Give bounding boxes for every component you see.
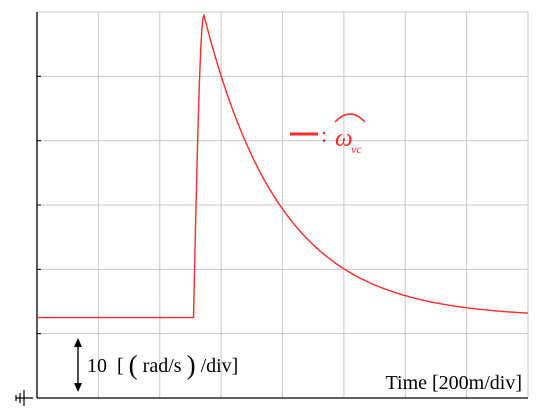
grid [37, 11, 529, 398]
y-scale-bracket: [ [117, 355, 124, 377]
y-scale-value: 10 [87, 355, 107, 377]
series-line [37, 13, 529, 319]
legend-symbol: ω [335, 125, 353, 152]
legend-symbol-subscript: vc [351, 142, 362, 156]
y-scale-paren-close: ) [187, 350, 196, 380]
tick-marks [37, 75, 41, 335]
legend-hat-accent [334, 113, 366, 123]
y-scale-tail: /div] [201, 355, 239, 377]
y-scale-unit: rad/s [143, 355, 182, 377]
y-scale-annotation: 10 [ ( rad/s ) /div] [74, 338, 238, 392]
y-scale-paren-open: ( [129, 350, 138, 380]
ground-icon [15, 390, 33, 406]
y-scale-label: 10 [ ( rad/s ) /div] [87, 350, 238, 380]
legend: : ω vc [290, 113, 366, 156]
x-axis-label: Time [200m/div] [386, 372, 523, 394]
legend-separator: : [321, 122, 327, 147]
double-arrow-icon [74, 338, 82, 392]
